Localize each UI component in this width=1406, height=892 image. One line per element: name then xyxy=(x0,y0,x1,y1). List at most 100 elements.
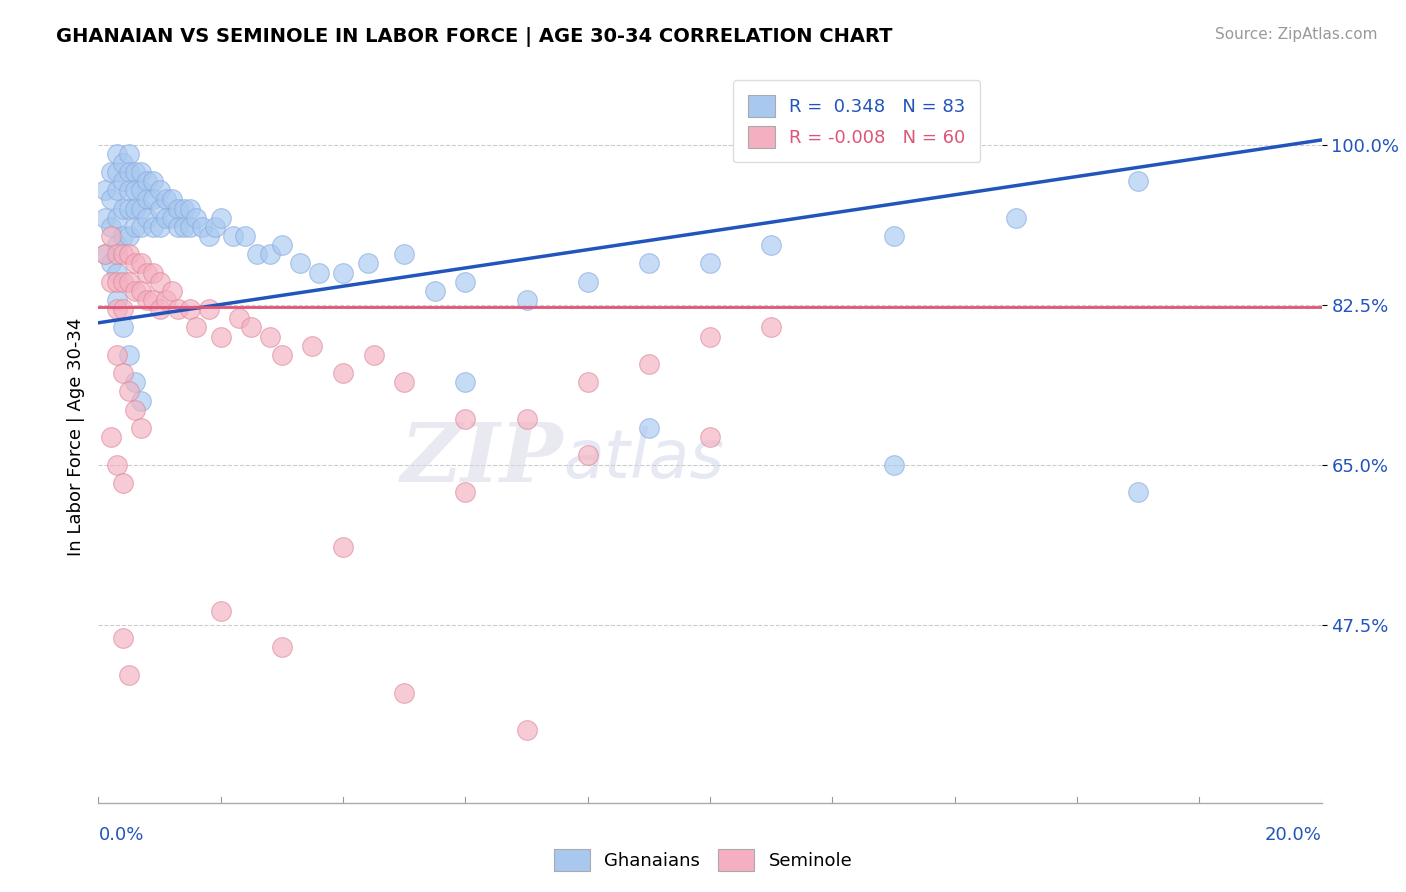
Point xyxy=(124,165,146,179)
Point xyxy=(111,247,134,261)
Point xyxy=(149,275,172,289)
Point xyxy=(124,402,146,417)
Point xyxy=(142,193,165,207)
Point xyxy=(124,183,146,197)
Point xyxy=(118,202,141,216)
Y-axis label: In Labor Force | Age 30-34: In Labor Force | Age 30-34 xyxy=(66,318,84,557)
Point xyxy=(155,193,177,207)
Point xyxy=(883,228,905,243)
Point xyxy=(759,238,782,252)
Point xyxy=(576,275,599,289)
Text: ZIP: ZIP xyxy=(401,419,564,499)
Point xyxy=(93,247,115,261)
Point xyxy=(197,302,219,317)
Point xyxy=(124,256,146,270)
Point xyxy=(332,366,354,380)
Point xyxy=(118,275,141,289)
Point xyxy=(160,284,183,298)
Point xyxy=(105,458,128,472)
Point xyxy=(118,146,141,161)
Point xyxy=(167,219,190,234)
Point xyxy=(516,723,538,737)
Point xyxy=(228,311,250,326)
Point xyxy=(233,228,256,243)
Point xyxy=(129,219,152,234)
Text: 0.0%: 0.0% xyxy=(98,826,143,844)
Point xyxy=(160,211,183,225)
Point xyxy=(516,293,538,307)
Point xyxy=(118,667,141,682)
Point xyxy=(111,366,134,380)
Point xyxy=(93,211,115,225)
Point xyxy=(576,449,599,463)
Point xyxy=(392,376,416,390)
Point xyxy=(124,376,146,390)
Point xyxy=(111,632,134,646)
Point xyxy=(160,193,183,207)
Point xyxy=(111,174,134,188)
Point xyxy=(259,247,281,261)
Point xyxy=(270,348,292,362)
Point xyxy=(149,219,172,234)
Point xyxy=(155,211,177,225)
Point xyxy=(118,165,141,179)
Point xyxy=(637,256,661,270)
Point xyxy=(129,284,152,298)
Point xyxy=(637,421,661,435)
Point xyxy=(118,247,141,261)
Legend: R =  0.348   N = 83, R = -0.008   N = 60: R = 0.348 N = 83, R = -0.008 N = 60 xyxy=(734,80,980,162)
Point xyxy=(197,228,219,243)
Point xyxy=(173,202,195,216)
Point xyxy=(142,174,165,188)
Point xyxy=(105,266,128,280)
Point xyxy=(246,247,269,261)
Point xyxy=(100,228,122,243)
Text: Source: ZipAtlas.com: Source: ZipAtlas.com xyxy=(1215,27,1378,42)
Point xyxy=(136,293,159,307)
Point xyxy=(105,275,128,289)
Point xyxy=(100,430,122,444)
Point xyxy=(149,183,172,197)
Point xyxy=(883,458,905,472)
Text: atlas: atlas xyxy=(564,426,724,492)
Point xyxy=(129,202,152,216)
Point xyxy=(111,228,134,243)
Point xyxy=(308,266,330,280)
Point xyxy=(149,302,172,317)
Point xyxy=(136,174,159,188)
Point xyxy=(124,219,146,234)
Text: GHANAIAN VS SEMINOLE IN LABOR FORCE | AGE 30-34 CORRELATION CHART: GHANAIAN VS SEMINOLE IN LABOR FORCE | AG… xyxy=(56,27,893,46)
Text: 20.0%: 20.0% xyxy=(1265,826,1322,844)
Point xyxy=(129,393,152,408)
Point xyxy=(392,686,416,700)
Point xyxy=(699,329,721,343)
Point xyxy=(454,485,477,500)
Point xyxy=(105,183,128,197)
Point xyxy=(179,302,201,317)
Point xyxy=(111,475,134,490)
Point xyxy=(209,211,232,225)
Point xyxy=(392,247,416,261)
Point xyxy=(105,348,128,362)
Point xyxy=(637,357,661,371)
Point xyxy=(93,247,115,261)
Point xyxy=(332,540,354,554)
Point xyxy=(105,238,128,252)
Point xyxy=(179,219,201,234)
Point xyxy=(124,202,146,216)
Point xyxy=(136,266,159,280)
Point xyxy=(142,293,165,307)
Point xyxy=(363,348,385,362)
Point xyxy=(118,348,141,362)
Point xyxy=(129,256,152,270)
Point xyxy=(100,193,122,207)
Point xyxy=(105,146,128,161)
Point xyxy=(576,376,599,390)
Point xyxy=(142,266,165,280)
Legend: Ghanaians, Seminole: Ghanaians, Seminole xyxy=(547,842,859,879)
Point xyxy=(100,256,122,270)
Point xyxy=(179,202,201,216)
Point xyxy=(204,219,226,234)
Point xyxy=(270,238,292,252)
Point xyxy=(167,202,190,216)
